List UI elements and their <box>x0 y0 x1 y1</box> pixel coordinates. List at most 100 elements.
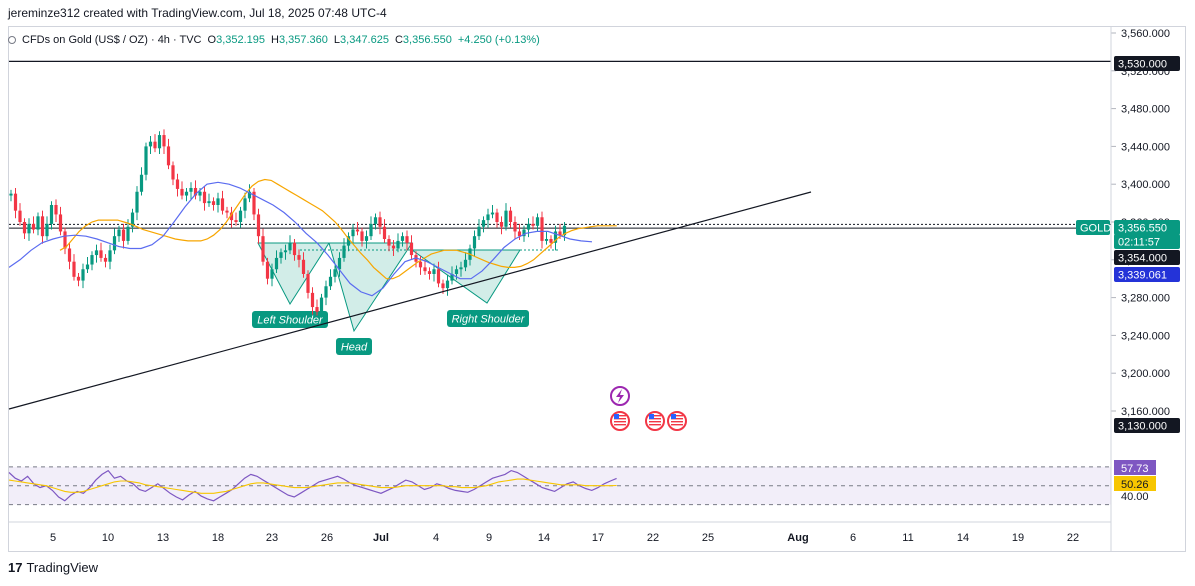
candle-body <box>486 214 490 221</box>
candle-body <box>121 229 126 241</box>
candle-body <box>436 269 441 284</box>
candle-body <box>243 198 247 211</box>
price-label-box <box>1114 220 1180 235</box>
price-label-text: 3,339.061 <box>1118 270 1167 282</box>
x-tick-label: 19 <box>1012 532 1024 544</box>
candle-body <box>54 204 58 215</box>
x-tick-label: Aug <box>787 532 808 544</box>
candle-body <box>364 236 369 241</box>
candle-body <box>238 210 243 222</box>
candle-body <box>162 135 166 147</box>
candle-body <box>225 210 229 213</box>
candle-body <box>373 217 378 224</box>
rsi-value-box <box>1114 460 1156 475</box>
trendline[interactable] <box>8 191 812 410</box>
ascending-trendline <box>8 191 812 410</box>
candle-body <box>126 226 130 241</box>
price-label-box <box>1114 56 1180 71</box>
y-tick-label: 3,280.000 <box>1121 293 1170 305</box>
candle-body <box>490 212 495 215</box>
attribution-text: jereminze312 created with TradingView.co… <box>8 6 387 20</box>
candle-body <box>301 259 306 274</box>
x-tick-label: 14 <box>957 532 969 544</box>
pattern-label-text: Head <box>341 342 368 354</box>
y-tick-label: 3,200.000 <box>1121 368 1170 380</box>
candle-body <box>180 188 184 196</box>
us-flag-icon <box>645 411 665 431</box>
candle-body <box>432 269 436 274</box>
rsi-value-text: 57.73 <box>1121 463 1149 475</box>
candle-body <box>103 257 108 262</box>
price-label-text: 3,356.550 <box>1118 223 1167 235</box>
candle-body <box>441 283 445 289</box>
candle-body <box>405 236 409 243</box>
footer-brand[interactable]: 17 TradingView <box>8 560 98 575</box>
candle-body <box>319 297 324 312</box>
candle-body <box>562 225 567 236</box>
candle-body <box>148 141 153 147</box>
lightning-icon <box>610 386 630 406</box>
candle-body <box>454 269 459 274</box>
y-tick-label: 3,160.000 <box>1121 406 1170 418</box>
candle-body <box>175 179 180 189</box>
candle-body <box>378 217 382 227</box>
candle-body <box>297 255 301 260</box>
candle-body <box>450 273 454 281</box>
chart-frame[interactable] <box>8 26 1186 552</box>
candle-body <box>229 212 234 221</box>
candle-body <box>94 250 99 256</box>
candle-body <box>153 141 157 149</box>
candle-body <box>130 212 135 227</box>
x-tick-label: 4 <box>433 532 439 544</box>
event-icons[interactable] <box>610 386 687 431</box>
x-tick-label: 13 <box>157 532 169 544</box>
candle-body <box>423 267 427 272</box>
candle-body <box>270 269 274 279</box>
candle-body <box>81 269 85 281</box>
candle-body <box>544 239 549 241</box>
price-label-box <box>1114 267 1180 282</box>
candle-body <box>189 187 193 192</box>
open-value: 3,352.195 <box>216 34 266 46</box>
lower-band-line <box>9 181 593 297</box>
candle-body <box>463 259 468 268</box>
candle-body <box>531 223 535 226</box>
candle-body <box>58 214 63 232</box>
candle-body <box>274 257 279 270</box>
candle-body <box>333 269 337 277</box>
candle-body <box>166 146 171 166</box>
candle-body <box>220 198 225 211</box>
candle-body <box>13 193 18 211</box>
x-tick-label: 10 <box>102 532 114 544</box>
inverse-head-and-shoulders-pattern[interactable]: Left Shoulder Head Right Shoulder <box>252 242 529 355</box>
close-label: C <box>394 34 403 46</box>
candle-body <box>117 229 121 237</box>
pattern-label-text: Left Shoulder <box>257 315 324 327</box>
candle-body <box>445 280 450 289</box>
candle-body <box>108 250 112 262</box>
candle-body <box>549 239 553 243</box>
close-value: 3,356.550 <box>402 34 452 46</box>
x-tick-label: 9 <box>486 532 492 544</box>
high-label: H <box>271 34 279 46</box>
symbol-info: CFDs on Gold (US$ / OZ) · 4h · TVC O3,35… <box>8 34 540 46</box>
candle-body <box>139 174 144 192</box>
brand-name: TradingView <box>26 560 99 575</box>
price-label-box <box>1114 418 1180 433</box>
visibility-icon[interactable] <box>8 36 16 44</box>
candle-body <box>202 191 207 204</box>
x-tick-label: 14 <box>538 532 550 544</box>
price-label-box <box>1114 234 1180 249</box>
candle-body <box>522 229 526 237</box>
price-label-box <box>1114 250 1180 265</box>
candle-body <box>193 187 198 196</box>
x-tick-label: 25 <box>702 532 714 544</box>
candle-body <box>360 231 364 241</box>
candle-body <box>27 223 31 234</box>
time-axis[interactable]: 5 10 13 18 23 26 Jul 4 9 14 17 22 25 Aug 6 11 14 19 22 <box>9 521 1111 544</box>
rsi-ma-value-text: 50.26 <box>1121 479 1149 491</box>
candle-body <box>184 191 189 196</box>
x-tick-label: 26 <box>321 532 333 544</box>
